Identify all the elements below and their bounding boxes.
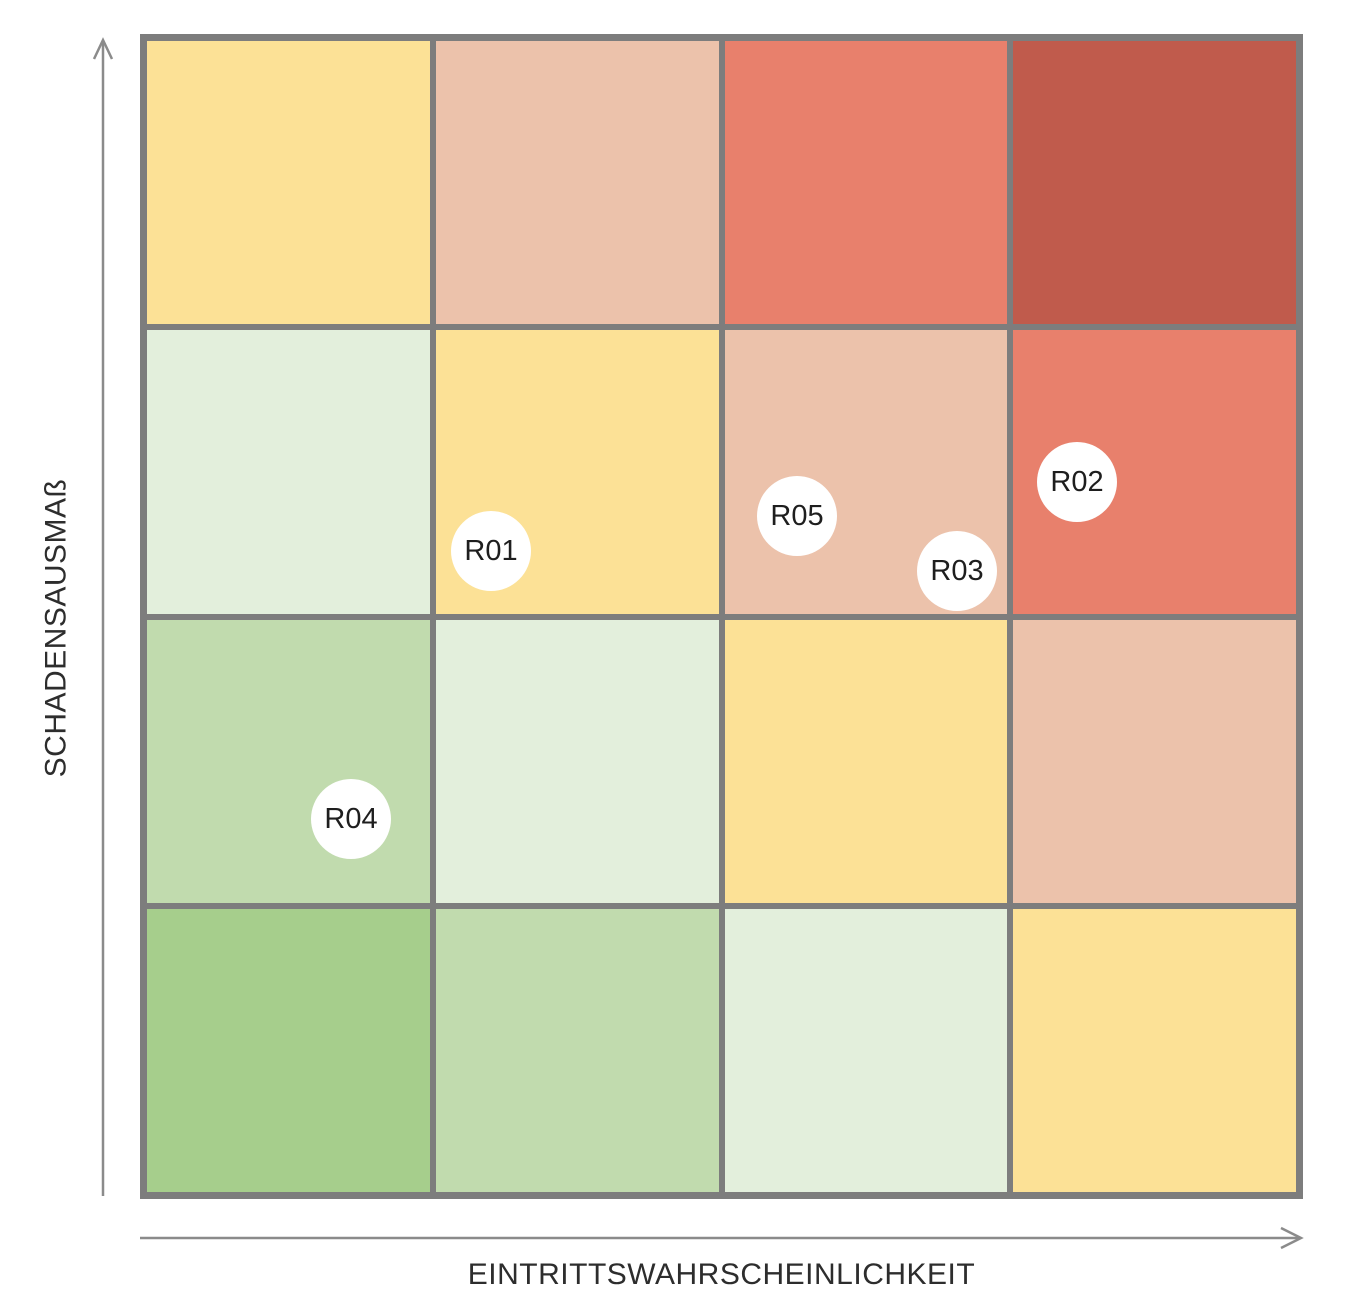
risk-marker-r05[interactable]: R05 <box>757 476 837 556</box>
matrix-cell-r4c3 <box>724 908 1008 1192</box>
matrix-cell-r4c2 <box>435 908 719 1192</box>
y-axis-arrowhead-icon <box>92 37 114 60</box>
matrix-cell-r2c1 <box>147 330 430 614</box>
matrix-cell-r1c3 <box>724 41 1008 325</box>
risk-marker-r02[interactable]: R02 <box>1037 442 1117 522</box>
y-axis-label: SCHADENSAUSMAß <box>39 478 72 778</box>
matrix-cell-r1c2 <box>435 41 719 325</box>
risk-marker-r04[interactable]: R04 <box>311 779 391 859</box>
y-axis-label-wrap: SCHADENSAUSMAß <box>21 45 91 1211</box>
matrix-cell-r3c4 <box>1013 619 1296 903</box>
x-axis-label: EINTRITTSWAHRSCHEINLICHKEIT <box>467 1258 976 1291</box>
matrix-cell-r3c1 <box>147 619 430 903</box>
matrix-cell-r3c3 <box>724 619 1008 903</box>
risk-marker-r03[interactable]: R03 <box>917 531 997 611</box>
matrix-cell-r4c4 <box>1013 908 1296 1192</box>
x-axis-arrowhead-icon <box>1280 1226 1304 1250</box>
matrix-cell-r1c4 <box>1013 41 1296 325</box>
x-axis-label-wrap: EINTRITTSWAHRSCHEINLICHKEIT <box>140 1258 1303 1292</box>
risk-marker-r01[interactable]: R01 <box>451 511 531 591</box>
matrix-cell-r1c1 <box>147 41 430 325</box>
matrix-cell-r4c1 <box>147 908 430 1192</box>
risk-matrix-grid <box>140 34 1303 1199</box>
matrix-cell-r3c2 <box>435 619 719 903</box>
